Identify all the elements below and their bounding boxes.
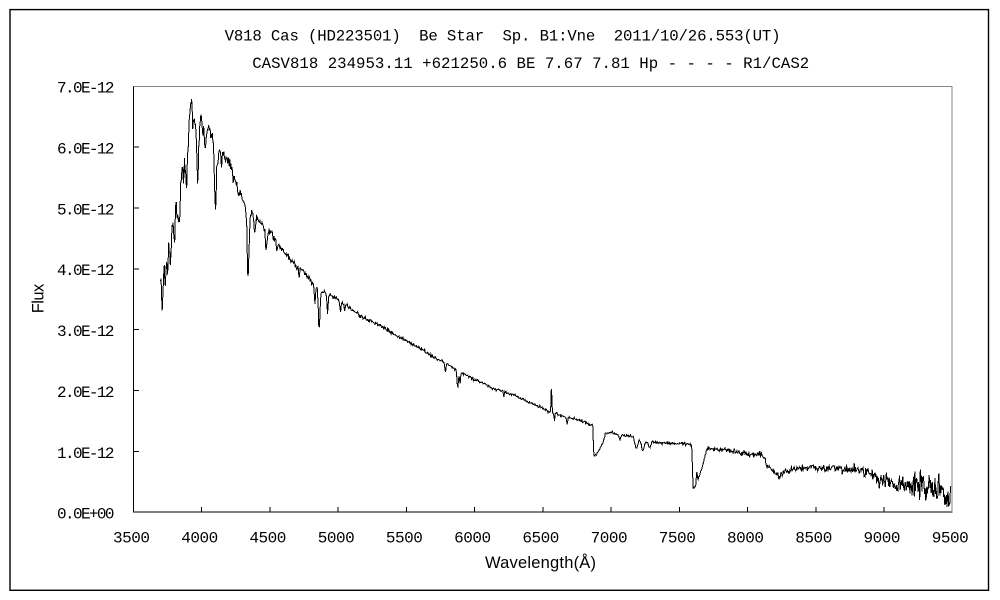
svg-text:8000: 8000	[727, 530, 764, 548]
svg-text:Flux: Flux	[30, 283, 48, 313]
svg-text:4000: 4000	[181, 530, 218, 548]
svg-text:3.0E-12: 3.0E-12	[57, 323, 115, 341]
svg-text:V818 Cas (HD223501) Be Star: V818 Cas (HD223501) Be Star Sp. B1:Vne 2…	[225, 28, 781, 46]
svg-text:9000: 9000	[864, 530, 901, 548]
svg-text:7.0E-12: 7.0E-12	[57, 80, 115, 98]
svg-text:4500: 4500	[249, 530, 286, 548]
svg-text:7000: 7000	[591, 530, 628, 548]
svg-text:1.0E-12: 1.0E-12	[57, 445, 115, 463]
svg-text:9500: 9500	[932, 530, 969, 548]
svg-text:Wavelength(Å): Wavelength(Å)	[485, 553, 596, 572]
svg-text:3500: 3500	[113, 530, 150, 548]
svg-text:4.0E-12: 4.0E-12	[57, 262, 115, 280]
svg-text:2.0E-12: 2.0E-12	[57, 384, 115, 402]
svg-text:5.0E-12: 5.0E-12	[57, 201, 115, 219]
svg-text:6000: 6000	[454, 530, 491, 548]
svg-text:CASV818 234953.11 +621250.6 BE: CASV818 234953.11 +621250.6 BE 7.67 7.81…	[252, 55, 809, 73]
svg-text:0.0E+00: 0.0E+00	[57, 506, 115, 524]
svg-text:8500: 8500	[795, 530, 832, 548]
svg-text:5500: 5500	[386, 530, 423, 548]
svg-text:6500: 6500	[522, 530, 559, 548]
svg-text:7500: 7500	[659, 530, 696, 548]
svg-text:5000: 5000	[318, 530, 355, 548]
svg-text:6.0E-12: 6.0E-12	[57, 141, 115, 159]
